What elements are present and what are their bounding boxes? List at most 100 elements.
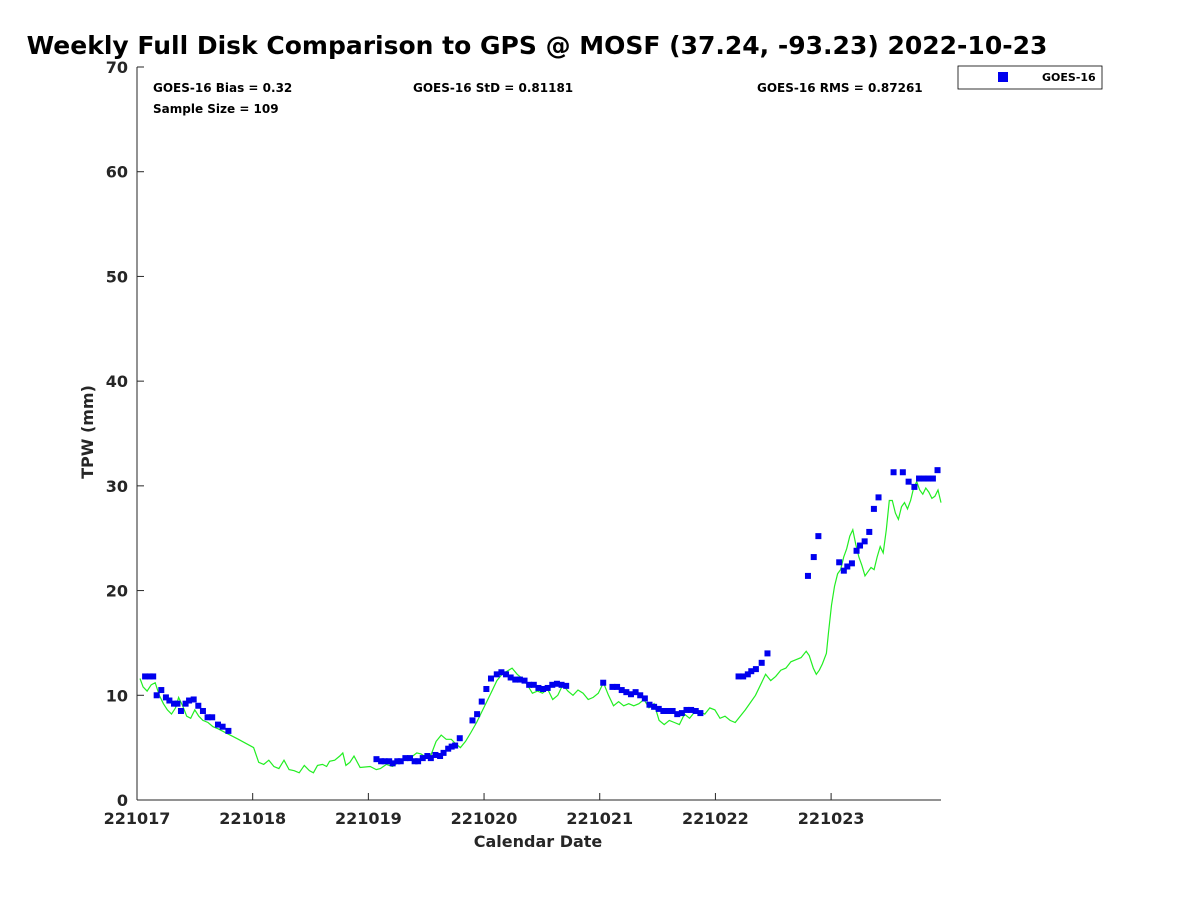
goes-16-point bbox=[655, 705, 662, 712]
goes-16-point bbox=[493, 671, 500, 678]
goes-16-point bbox=[142, 673, 149, 680]
x-tick-label: 221022 bbox=[682, 809, 749, 828]
goes-16-point bbox=[840, 567, 847, 574]
sample-size-stat: Sample Size = 109 bbox=[153, 102, 279, 116]
goes-16-point bbox=[487, 675, 494, 682]
goes-16-point bbox=[899, 469, 906, 476]
goes-16-point bbox=[503, 671, 510, 678]
goes-16-point bbox=[618, 687, 625, 694]
goes-16-point bbox=[174, 700, 181, 707]
goes-16-point bbox=[911, 483, 918, 490]
goes-16-point bbox=[544, 684, 551, 691]
goes-16-point bbox=[225, 727, 232, 734]
y-tick-label: 40 bbox=[106, 372, 128, 391]
goes-16-point bbox=[440, 749, 447, 756]
goes-16-point bbox=[646, 701, 653, 708]
goes-16-point bbox=[614, 683, 621, 690]
goes-16-point bbox=[697, 710, 704, 717]
goes-16-point bbox=[427, 755, 434, 762]
y-tick-label: 30 bbox=[106, 477, 128, 496]
goes-16-point bbox=[171, 700, 178, 707]
legend-marker bbox=[998, 72, 1008, 82]
goes-16-point bbox=[866, 528, 873, 535]
goes-16-point bbox=[563, 682, 570, 689]
goes-16-point bbox=[162, 694, 169, 701]
goes-16-point bbox=[660, 707, 667, 714]
goes-16-point bbox=[498, 669, 505, 676]
goes-16-point bbox=[632, 689, 639, 696]
goes-16-point bbox=[600, 679, 607, 686]
goes-16-point bbox=[448, 743, 455, 750]
x-tick-label: 221021 bbox=[566, 809, 633, 828]
goes-16-point bbox=[744, 671, 751, 678]
y-tick-label: 60 bbox=[106, 163, 128, 182]
goes-16-point bbox=[553, 680, 560, 687]
goes-16-point bbox=[535, 684, 542, 691]
goes-16-point bbox=[478, 698, 485, 705]
goes-16-point bbox=[389, 760, 396, 767]
goes-16-point bbox=[402, 755, 409, 762]
goes-16-point bbox=[182, 700, 189, 707]
x-tick-label: 221018 bbox=[219, 809, 286, 828]
goes-16-point bbox=[146, 673, 153, 680]
goes-16-point bbox=[870, 505, 877, 512]
goes-16-points bbox=[142, 467, 941, 767]
goes-16-point bbox=[934, 467, 941, 474]
goes-16-point bbox=[688, 706, 695, 713]
goes-16-point bbox=[609, 683, 616, 690]
goes-16-point bbox=[219, 723, 226, 730]
y-tick-label: 20 bbox=[106, 582, 128, 601]
goes-16-point bbox=[530, 681, 537, 688]
x-tick-label: 221019 bbox=[335, 809, 402, 828]
goes-16-point bbox=[411, 758, 418, 765]
goes-16-point bbox=[678, 710, 685, 717]
goes-16-point bbox=[735, 673, 742, 680]
goes-16-point bbox=[836, 559, 843, 566]
goes-16-point bbox=[549, 681, 556, 688]
legend-box bbox=[957, 65, 1103, 90]
goes-16-point bbox=[437, 753, 444, 760]
gps-line bbox=[139, 480, 942, 774]
goes-16-point bbox=[623, 689, 630, 696]
goes-16-point bbox=[521, 677, 528, 684]
goes-16-point bbox=[150, 673, 157, 680]
goes-16-point bbox=[195, 702, 202, 709]
goes-16-point bbox=[758, 659, 765, 666]
x-axis-label: Calendar Date bbox=[474, 832, 603, 851]
goes-16-point bbox=[177, 707, 184, 714]
goes-16-point bbox=[204, 714, 211, 721]
chart-title: Weekly Full Disk Comparison to GPS @ MOS… bbox=[27, 31, 1048, 60]
gps-line-layer bbox=[139, 480, 942, 774]
goes-16-point bbox=[875, 494, 882, 501]
goes-16-point bbox=[469, 717, 476, 724]
plot-axes: 0 10 20 30 40 50 60 70 221017 221018 221019 221020 2… bbox=[104, 58, 941, 828]
goes-16-point bbox=[373, 756, 380, 763]
goes-16-point bbox=[512, 676, 519, 683]
goes-16-point bbox=[815, 533, 822, 540]
x-tick-label: 221020 bbox=[451, 809, 518, 828]
std-stat: GOES-16 StD = 0.81181 bbox=[413, 81, 573, 95]
legend: GOES-16 bbox=[957, 65, 1103, 90]
goes-16-point bbox=[848, 560, 855, 567]
bias-stat: GOES-16 Bias = 0.32 bbox=[153, 81, 292, 95]
goes-16-point bbox=[764, 650, 771, 657]
goes-16-point bbox=[929, 475, 936, 482]
goes-16-point bbox=[857, 542, 864, 549]
goes-16-point bbox=[158, 687, 165, 694]
goes-16-point bbox=[905, 478, 912, 485]
goes-16-point bbox=[190, 696, 197, 703]
goes-16-point bbox=[637, 692, 644, 699]
goes-16-point bbox=[861, 538, 868, 545]
goes-16-point bbox=[925, 475, 932, 482]
goes-16-point bbox=[810, 554, 817, 561]
goes-16-point bbox=[209, 714, 216, 721]
goes-16-point bbox=[199, 707, 206, 714]
y-tick-label: 70 bbox=[106, 58, 128, 77]
goes-16-point bbox=[386, 758, 393, 765]
goes-16-point bbox=[507, 674, 514, 681]
legend-label: GOES-16 bbox=[1042, 71, 1096, 84]
goes-16-point bbox=[674, 711, 681, 718]
y-axis-label: TPW (mm) bbox=[78, 385, 97, 479]
goes-16-point bbox=[153, 692, 160, 699]
